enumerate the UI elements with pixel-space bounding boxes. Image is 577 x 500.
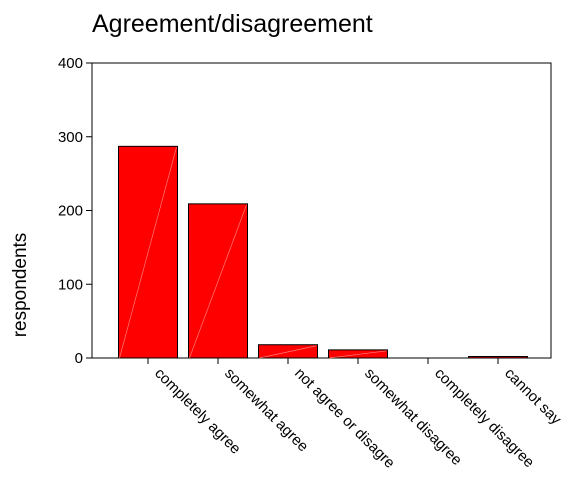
y-tick-label: 200 (58, 203, 83, 220)
bars-group (118, 145, 528, 359)
y-tick-label: 300 (58, 129, 83, 146)
y-tick-label: 400 (58, 55, 83, 72)
bar-highlight (189, 204, 247, 359)
y-tick-label: 100 (58, 276, 83, 293)
chart-title: Agreement/disagreement (92, 10, 373, 38)
bar-highlight (119, 147, 177, 359)
bar-cannot-say (468, 356, 528, 359)
x-tick-label: cannot say (501, 365, 565, 429)
bar-highlight (329, 350, 387, 359)
y-tick-label: 0 (75, 350, 83, 367)
y-axis-label: respondents (10, 233, 31, 338)
bar-highlight (259, 345, 317, 359)
y-axis: 0 100 200 300 400 (58, 55, 92, 367)
